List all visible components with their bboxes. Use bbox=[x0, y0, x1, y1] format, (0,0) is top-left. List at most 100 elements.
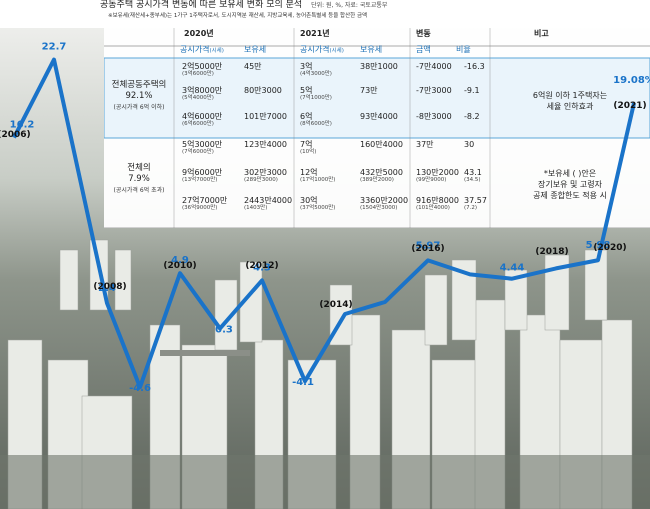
table-cell: 130만2000 (99만9000) bbox=[416, 168, 459, 184]
table-cell: 5억3000만 (7억6000만) bbox=[182, 140, 222, 156]
table-cell: 30억 (37억5000만) bbox=[300, 196, 335, 212]
header-remark: 비고 bbox=[534, 29, 549, 38]
group-label-under6: 전체공동주택의 92.1% (공시가격 6억 이하) bbox=[111, 80, 167, 111]
table-cell: 45만 bbox=[244, 62, 262, 71]
cell-subvalue: (34.5) bbox=[464, 177, 481, 183]
cell-value: 302만3000 bbox=[244, 168, 287, 177]
table-cell: 37만 bbox=[416, 140, 434, 149]
cell-value: -7만4000 bbox=[416, 62, 452, 71]
table-cell: 80만3000 bbox=[244, 86, 282, 95]
table-cell: 12억 (17억1000만) bbox=[300, 168, 335, 184]
header-change: 변동 bbox=[416, 29, 431, 38]
cell-value: 12억 bbox=[300, 168, 318, 177]
table-cell: 3억 (4억3000만) bbox=[300, 62, 332, 78]
source-text: 단위: 원, %, 자료: 국토교통부 bbox=[311, 2, 388, 9]
year-label: (2020) bbox=[593, 243, 626, 253]
table-cell: 38만1000 bbox=[360, 62, 398, 71]
cell-value: 30 bbox=[464, 140, 475, 149]
cell-subvalue: (10억) bbox=[300, 149, 317, 155]
table-cell: -8만3000 bbox=[416, 112, 452, 121]
cell-value: 93만4000 bbox=[360, 112, 398, 121]
cell-value: 3억8000만 bbox=[182, 86, 223, 95]
table-cell: 5억 (7억1000만) bbox=[300, 86, 332, 102]
data-label: 22.7 bbox=[42, 42, 67, 53]
cell-subvalue: (4억3000만) bbox=[300, 71, 332, 77]
cell-subvalue: (389만2000) bbox=[360, 177, 394, 183]
table-cell: -7만3000 bbox=[416, 86, 452, 95]
sub-tax-2021: 보유세 bbox=[360, 45, 383, 54]
year-label: (2014) bbox=[319, 300, 352, 310]
data-label: 0.3 bbox=[215, 324, 233, 335]
table-cell: 916만8000 (101만4000) bbox=[416, 196, 459, 212]
cell-value: 123만4000 bbox=[244, 140, 287, 149]
cell-value: 5억3000만 bbox=[182, 140, 223, 149]
cell-value: -7만3000 bbox=[416, 86, 452, 95]
cell-subvalue: (289만3000) bbox=[244, 177, 278, 183]
sub-rate: 비율 bbox=[456, 45, 471, 54]
table-cell: -7만4000 bbox=[416, 62, 452, 71]
cell-subvalue: (36억9000만) bbox=[182, 205, 218, 211]
cell-value: -8만3000 bbox=[416, 112, 452, 121]
table-cell: 9억6000만 (13억7000만) bbox=[182, 168, 222, 184]
data-label: 16.2 bbox=[10, 120, 35, 131]
cell-subvalue: (8억6000만) bbox=[300, 121, 332, 127]
cell-subvalue: (17억1000만) bbox=[300, 177, 336, 183]
cell-subvalue: (1504만3000) bbox=[360, 205, 398, 211]
table-cell: -9.1 bbox=[464, 86, 480, 95]
sub-price-2021: 공시가격(시세) bbox=[300, 45, 344, 54]
cell-value: 3360만2000 bbox=[360, 196, 409, 205]
table-cell: 2443만4000 (1403만) bbox=[244, 196, 292, 212]
footnote: ※보유세(재산세+종부세)는 1가구 1주택자로서, 도시지역분 재산세, 지방… bbox=[108, 13, 368, 19]
table-cell: 27억7000만 (36억9000만) bbox=[182, 196, 227, 212]
table-cell: 3360만2000 (1504만3000) bbox=[360, 196, 408, 212]
year-label: (2021) bbox=[613, 101, 646, 111]
cell-subvalue: (7억1000만) bbox=[300, 95, 332, 101]
cell-value: 38만1000 bbox=[360, 62, 398, 71]
cell-subvalue: (6억6000만) bbox=[182, 121, 214, 127]
group-label-over6: 전체의 7.9% (공시가격 6억 초과) bbox=[113, 163, 165, 194]
cell-subvalue: (1403만) bbox=[244, 205, 268, 211]
data-label: 4.3 bbox=[253, 262, 271, 273]
data-label: 5.97 bbox=[416, 240, 441, 251]
sub-tax-2020: 보유세 bbox=[244, 45, 267, 54]
cell-subvalue: (101만4000) bbox=[416, 205, 450, 211]
cell-value: 101만7000 bbox=[244, 112, 287, 121]
title-text: 공동주택 공시가격 변동에 따른 보유세 변화 모의 분석 bbox=[100, 0, 303, 10]
table-cell: -16.3 bbox=[464, 62, 485, 71]
remark-over6: *보유세 ( )안은 장기보유 및 고령자 공제 종합한도 적용 시 bbox=[533, 169, 607, 200]
table-cell: 4억6000만 (6억6000만) bbox=[182, 112, 222, 128]
cell-value: 160만4000 bbox=[360, 140, 403, 149]
table-cell: 37.57 (7.2) bbox=[464, 196, 487, 212]
table-frame bbox=[104, 28, 650, 228]
cell-subvalue: (7.2) bbox=[464, 205, 478, 211]
cell-value: 2443만4000 bbox=[244, 196, 293, 205]
cell-value: 30억 bbox=[300, 196, 318, 205]
cell-value: 45만 bbox=[244, 62, 262, 71]
data-label: 4.9 bbox=[171, 255, 189, 266]
chart-title: 공동주택 공시가격 변동에 따른 보유세 변화 모의 분석 단위: 원, %, … bbox=[100, 0, 387, 10]
cell-value: 7억 bbox=[300, 140, 313, 149]
cell-value: 37만 bbox=[416, 140, 434, 149]
data-label: -4.6 bbox=[129, 383, 151, 394]
year-label: (2010) bbox=[163, 261, 196, 271]
table-cell: 73만 bbox=[360, 86, 378, 95]
series-line bbox=[12, 57, 636, 390]
remark-under6: 6억원 이하 1주택자는 세율 인하효과 bbox=[532, 91, 608, 111]
cell-value: -8.2 bbox=[464, 112, 480, 121]
cell-subvalue: (37억5000만) bbox=[300, 205, 336, 211]
data-label: 5.98 bbox=[586, 240, 611, 251]
table-cell: 160만4000 bbox=[360, 140, 403, 149]
cell-value: 5억 bbox=[300, 86, 313, 95]
cell-subvalue: (3억6000만) bbox=[182, 71, 214, 77]
cell-value: -16.3 bbox=[464, 62, 485, 71]
cell-subvalue: (5억4000만) bbox=[182, 95, 214, 101]
table-cell: 6억 (8억6000만) bbox=[300, 112, 332, 128]
cell-value: 916만8000 bbox=[416, 196, 459, 205]
table-cell: 7억 (10억) bbox=[300, 140, 316, 156]
table-cell: 3억8000만 (5억4000만) bbox=[182, 86, 222, 102]
cell-subvalue: (7억6000만) bbox=[182, 149, 214, 155]
table-cell: 432만5000 (389만2000) bbox=[360, 168, 403, 184]
cell-value: 43.1 bbox=[464, 168, 482, 177]
data-label: 19.08% bbox=[613, 75, 650, 86]
